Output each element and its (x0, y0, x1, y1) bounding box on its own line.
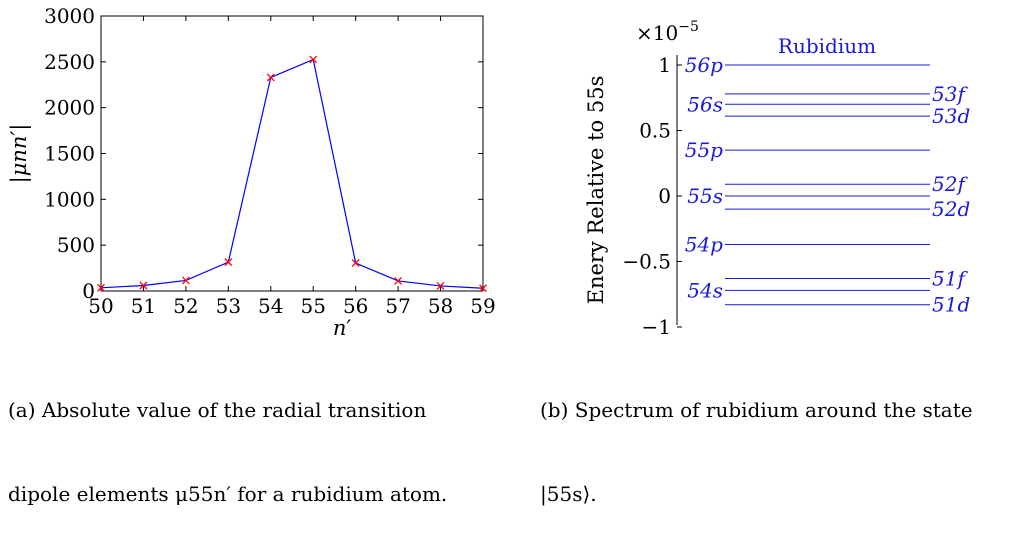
energy-level-label: 56s (687, 92, 723, 116)
energy-level-label: 54p (685, 232, 723, 256)
data-point-marker (436, 281, 445, 290)
x-tick-label: 58 (428, 294, 453, 318)
data-point-marker (266, 73, 275, 82)
plot-frame-a (100, 15, 484, 292)
marker-stroke (181, 276, 190, 285)
energy-level-label: 55s (687, 184, 723, 208)
y-tick-label: 0 (658, 184, 671, 208)
data-point-marker (351, 259, 360, 268)
x-tick-label: 51 (131, 294, 156, 318)
data-point-marker (139, 281, 148, 290)
marker-stroke (394, 276, 403, 285)
energy-level-label: 53d (932, 104, 970, 128)
x-tick-label: 56 (343, 294, 368, 318)
energy-level-label: 55p (685, 138, 723, 162)
x-axis-label: n′ (333, 316, 352, 340)
y-axis-label: Enery Relative to 55s (584, 76, 608, 305)
caption-a-line2: dipole elements μ55n′ for a rubidium ato… (8, 482, 448, 506)
x-tick-label: 55 (300, 294, 325, 318)
caption-a-line1: (a) Absolute value of the radial transit… (8, 398, 427, 422)
energy-level-label: 53f (932, 82, 968, 106)
energy-level-label: 54s (687, 278, 723, 302)
exponent-label: ×10−5 (636, 19, 699, 45)
energy-level-label: 52f (932, 172, 968, 196)
y-tick-label: 500 (57, 233, 95, 257)
exponent-power: −5 (678, 19, 699, 35)
y-tick-label: 3000 (44, 4, 95, 28)
figure-canvas: 50 51 52 53 54 55 56 57 58 59 0 500 1000 1500 2000 2500… (7, 4, 970, 340)
marker-stroke (351, 259, 360, 268)
data-point-marker (181, 276, 190, 285)
marker-stroke (139, 281, 148, 290)
marker-stroke (436, 281, 445, 290)
marker-stroke (479, 284, 487, 293)
chart-title: Rubidium (778, 34, 876, 58)
energy-level-label: 52d (932, 197, 970, 221)
y-axis-label: |μnn′| (7, 124, 32, 184)
y-tick-label: 2000 (44, 96, 95, 120)
energy-level-label: 51f (932, 267, 968, 291)
x-tick-label: 52 (173, 294, 198, 318)
y-tick-label: 1000 (44, 187, 95, 211)
caption-a: (a) Absolute value of the radial transit… (8, 340, 508, 536)
x-tick-label: 57 (385, 294, 410, 318)
y-tick-label: 1 (658, 53, 671, 77)
energy-level-label: 56p (685, 53, 723, 77)
data-point-marker (309, 55, 318, 64)
x-tick-label: 53 (216, 294, 241, 318)
marker-stroke (97, 283, 105, 292)
data-point-marker (97, 283, 105, 292)
chart-b-rubidium-spectrum: 1 0.5 0 −0.5 −1 ×10−5 Rubidium Enery Relative t… (584, 19, 970, 339)
y-tick-label: 0 (82, 279, 95, 303)
data-point-marker (479, 284, 487, 293)
y-tick-label: 1500 (44, 142, 95, 166)
series-line (100, 58, 484, 289)
marker-stroke (224, 258, 233, 267)
energy-level-label: 51d (932, 293, 970, 317)
chart-a-dipole-elements: 50 51 52 53 54 55 56 57 58 59 0 500 1000 1500 2000 2500… (7, 4, 496, 340)
marker-stroke (309, 55, 318, 64)
exponent-base: ×10 (636, 21, 678, 45)
y-tick-label: 2500 (44, 50, 95, 74)
y-tick-label: −1 (642, 315, 671, 339)
x-tick-label: 50 (88, 294, 113, 318)
caption-b: (b) Spectrum of rubidium around the stat… (540, 340, 1030, 536)
data-point-marker (394, 276, 403, 285)
caption-b-line2: |55s⟩. (540, 482, 597, 506)
marker-stroke (266, 73, 275, 82)
y-tick-label: −0.5 (622, 250, 671, 274)
x-tick-label: 54 (258, 294, 283, 318)
caption-b-line1: (b) Spectrum of rubidium around the stat… (540, 398, 973, 422)
y-tick-label: 0.5 (639, 119, 671, 143)
x-tick-label: 59 (470, 294, 495, 318)
data-point-marker (224, 258, 233, 267)
